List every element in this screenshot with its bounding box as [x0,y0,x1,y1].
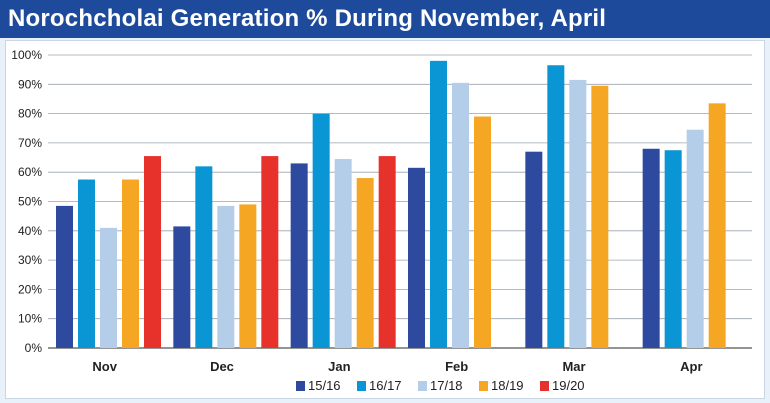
legend-swatch [540,381,549,391]
y-tick-label: 80% [18,107,42,121]
bar-dec-17-18 [217,205,235,348]
legend-label: 15/16 [308,378,341,393]
legend-label: 17/18 [430,378,463,393]
bar-apr-17-18 [686,129,704,348]
bar-apr-18-19 [708,103,726,348]
bar-dec-18-19 [239,204,257,348]
bar-jan-16-17 [312,113,330,348]
bar-jan-18-19 [356,178,374,348]
bar-apr-16-17 [664,150,682,348]
y-tick-label: 40% [18,224,42,238]
x-tick-label: Mar [562,359,585,374]
y-tick-label: 30% [18,253,42,267]
bar-nov-16-17 [78,179,95,348]
chart-title: Norochcholai Generation % During Novembe… [8,5,607,32]
x-tick-label: Jan [328,359,350,374]
legend-label: 18/19 [491,378,524,393]
x-tick-label: Dec [210,359,234,374]
y-tick-label: 10% [18,312,42,326]
bar-mar-15-16 [525,151,543,348]
bar-dec-15-16 [173,226,191,348]
y-tick-label: 60% [18,165,42,179]
bar-mar-17-18 [569,79,587,348]
legend-swatch [479,381,488,391]
bar-nov-19-20 [144,156,161,348]
legend-swatch [296,381,305,391]
x-tick-label: Feb [445,359,468,374]
bar-jan-15-16 [290,163,308,348]
bar-nov-17-18 [100,227,117,348]
y-tick-label: 70% [18,136,42,150]
title-banner: Norochcholai Generation % During Novembe… [0,0,770,38]
y-tick-label: 20% [18,282,42,296]
y-tick-label: 0% [25,341,43,355]
bar-jan-19-20 [378,156,396,348]
bar-feb-17-18 [452,82,469,349]
bar-nov-18-19 [122,179,139,348]
y-tick-label: 100% [11,48,42,62]
bar-apr-15-16 [642,148,660,348]
bar-feb-16-17 [430,60,447,349]
legend-swatch [418,381,427,391]
bar-feb-15-16 [408,167,425,348]
bar-mar-16-17 [547,65,565,348]
legend-label: 16/17 [369,378,402,393]
x-tick-label: Nov [92,359,117,374]
y-tick-label: 90% [18,77,42,91]
bar-dec-16-17 [195,166,213,348]
legend-swatch [357,381,366,391]
bar-dec-19-20 [261,156,279,348]
bar-nov-15-16 [56,205,73,348]
bar-mar-18-19 [591,85,609,348]
bar-jan-17-18 [334,159,352,348]
bar-feb-18-19 [474,116,491,348]
legend-label: 19/20 [552,378,585,393]
y-tick-label: 50% [18,195,42,209]
x-tick-label: Apr [680,359,702,374]
